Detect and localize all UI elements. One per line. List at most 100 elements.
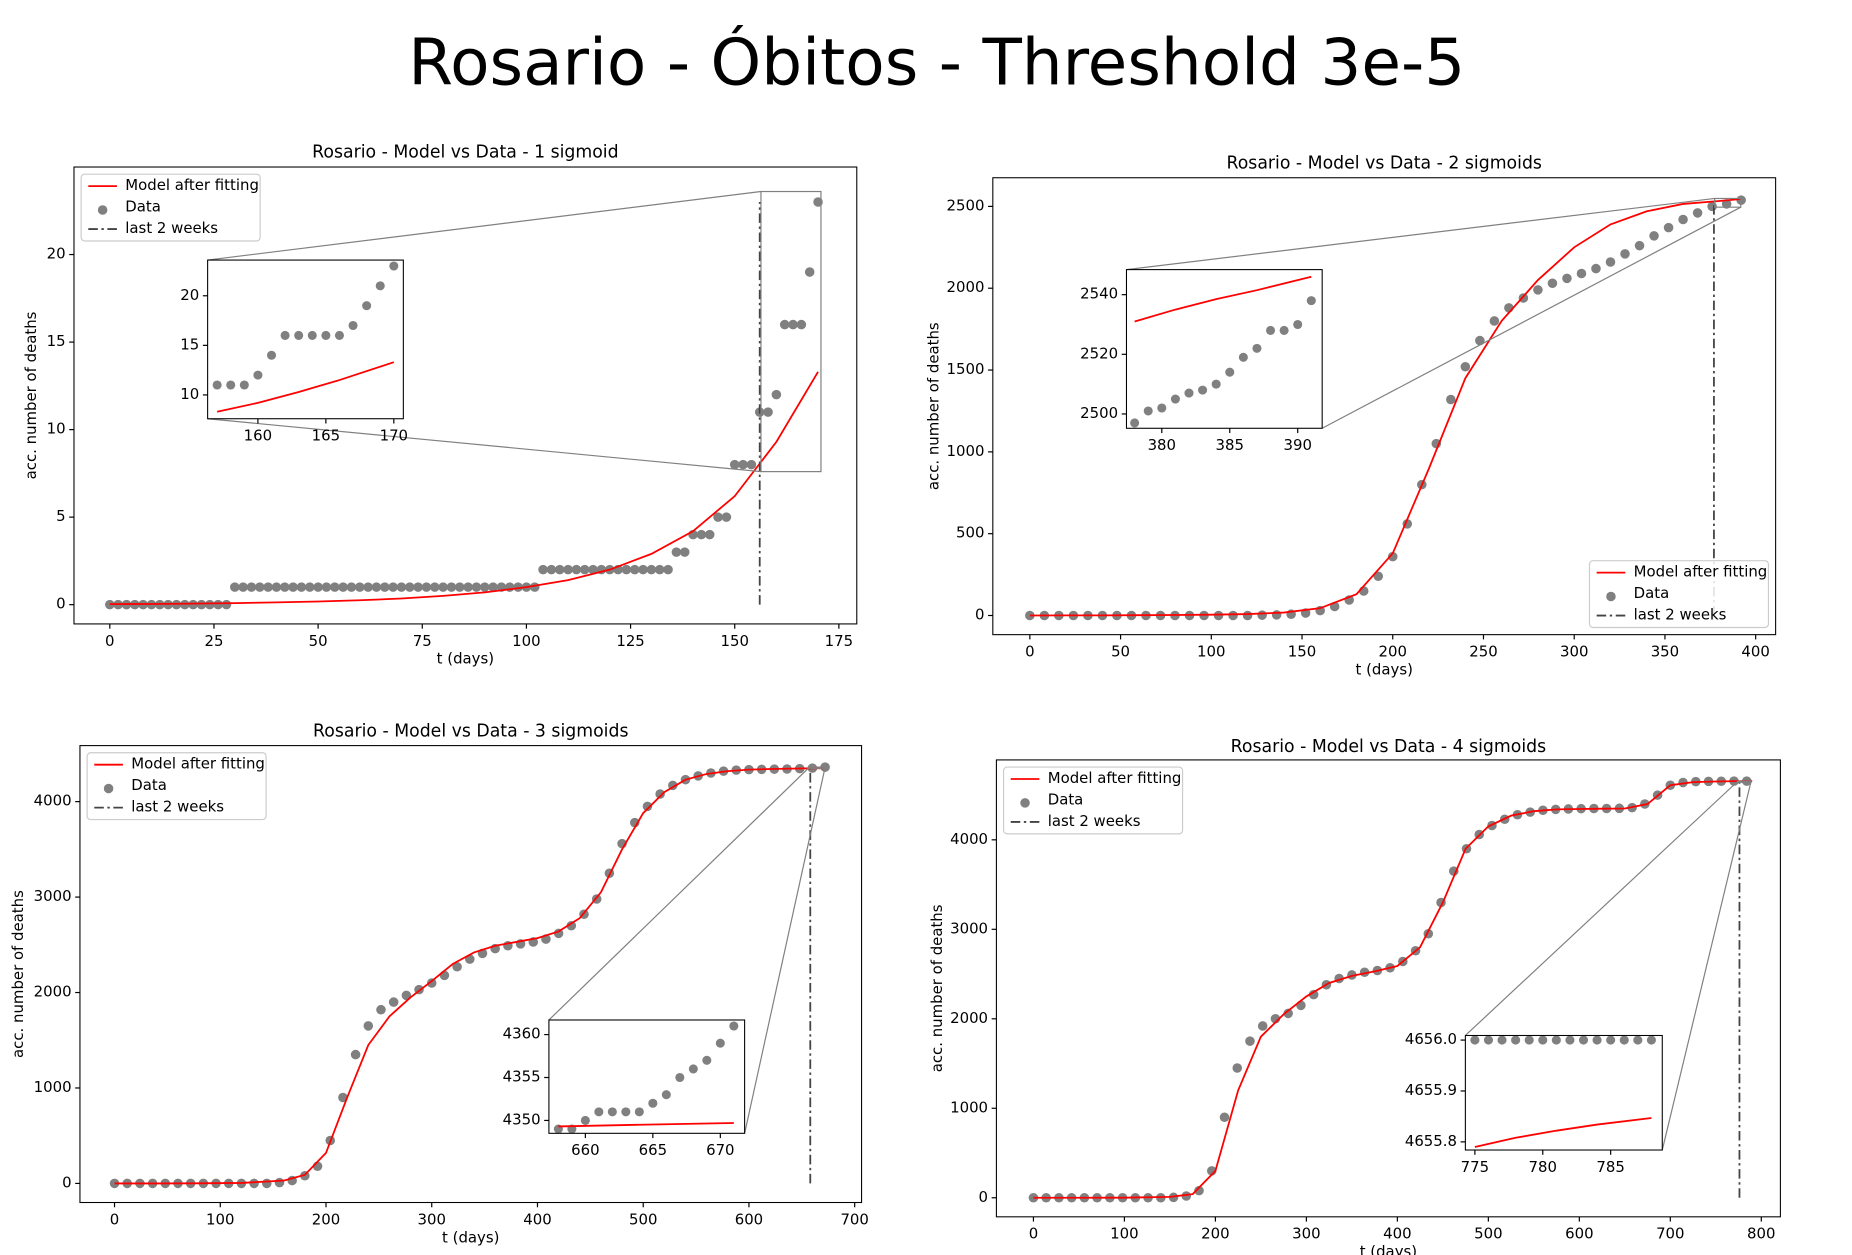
data-point bbox=[1238, 352, 1248, 362]
legend-label: Model after fitting bbox=[1048, 769, 1182, 787]
data-point bbox=[305, 582, 315, 592]
data-point bbox=[1620, 249, 1630, 259]
legend-label: Data bbox=[1048, 790, 1084, 808]
data-point bbox=[1279, 325, 1289, 335]
x-tick-label: 160 bbox=[244, 427, 272, 445]
data-point bbox=[396, 582, 407, 592]
data-point bbox=[513, 582, 523, 592]
data-point bbox=[1198, 385, 1208, 395]
model-line bbox=[216, 361, 395, 413]
x-tick-label: 125 bbox=[616, 632, 644, 650]
x-tick-label: 200 bbox=[1201, 1225, 1229, 1243]
data-point bbox=[1497, 1035, 1507, 1045]
data-point bbox=[1592, 1035, 1602, 1045]
axes-frame bbox=[73, 166, 858, 625]
data-point bbox=[1678, 214, 1688, 225]
data-point bbox=[271, 582, 282, 592]
data-point bbox=[439, 970, 450, 981]
inset-background bbox=[548, 1019, 745, 1134]
x-tick-label: 800 bbox=[1747, 1225, 1775, 1243]
data-point bbox=[588, 564, 598, 575]
data-point bbox=[771, 389, 782, 400]
zoom-region bbox=[1737, 780, 1752, 783]
data-point bbox=[1649, 231, 1659, 241]
y-tick-label: 15 bbox=[47, 332, 66, 350]
data-point bbox=[538, 564, 548, 575]
y-tick-label: 4655.8 bbox=[1405, 1132, 1457, 1150]
data-point bbox=[1565, 1035, 1575, 1045]
x-tick-label: 390 bbox=[1283, 436, 1311, 454]
data-point bbox=[362, 301, 372, 311]
data-point bbox=[1194, 1185, 1204, 1196]
y-tick-label: 5 bbox=[56, 507, 65, 525]
x-tick-label: 400 bbox=[1741, 643, 1769, 661]
x-tick-label: 385 bbox=[1216, 436, 1244, 454]
data-point bbox=[1633, 1035, 1643, 1045]
data-point bbox=[1634, 240, 1645, 251]
legend-swatch bbox=[103, 783, 114, 794]
y-axis-label: acc. number of deaths bbox=[9, 890, 27, 1058]
data-point bbox=[1387, 551, 1398, 562]
data-point bbox=[371, 582, 382, 592]
data-point bbox=[1460, 361, 1471, 372]
data-point bbox=[1143, 406, 1153, 416]
data-point bbox=[1228, 610, 1238, 621]
inset-frame bbox=[1125, 269, 1323, 429]
axes-frame bbox=[79, 745, 863, 1204]
x-tick-label: 660 bbox=[571, 1141, 599, 1159]
data-point bbox=[663, 564, 673, 575]
data-point bbox=[1130, 418, 1140, 428]
model-line bbox=[1033, 780, 1753, 1199]
data-point bbox=[579, 564, 590, 575]
data-point bbox=[1213, 610, 1224, 621]
legend-label: Model after fitting bbox=[125, 176, 259, 194]
data-point bbox=[580, 1115, 590, 1125]
data-point bbox=[621, 564, 632, 575]
zoom-connector bbox=[1661, 781, 1752, 1151]
data-point bbox=[249, 1178, 259, 1189]
x-tick-label: 700 bbox=[1656, 1225, 1684, 1243]
x-tick-label: 300 bbox=[1292, 1225, 1320, 1243]
data-point bbox=[713, 512, 723, 522]
data-point bbox=[563, 564, 573, 575]
data-point bbox=[721, 512, 732, 522]
y-tick-label: 500 bbox=[956, 524, 984, 542]
legend-label: Model after fitting bbox=[131, 755, 265, 773]
data-point bbox=[313, 582, 323, 592]
data-point bbox=[263, 582, 273, 592]
data-point bbox=[1533, 285, 1543, 295]
data-point bbox=[1606, 1035, 1616, 1045]
data-point bbox=[413, 582, 423, 592]
data-point bbox=[1489, 316, 1500, 326]
zoom-region bbox=[1714, 197, 1742, 208]
legend-box bbox=[1002, 766, 1184, 835]
data-point bbox=[646, 564, 657, 575]
inset-frame bbox=[1464, 1034, 1663, 1151]
x-tick-label: 775 bbox=[1461, 1158, 1489, 1176]
x-tick-label: 785 bbox=[1596, 1158, 1624, 1176]
data-point bbox=[1219, 1112, 1230, 1123]
data-point bbox=[330, 582, 340, 592]
legend-label: last 2 weeks bbox=[1048, 812, 1141, 830]
data-point bbox=[1257, 610, 1267, 620]
axes-title: Rosario - Model vs Data - 4 sigmoids bbox=[1231, 737, 1546, 757]
data-point bbox=[109, 1178, 120, 1189]
legend-label: last 2 weeks bbox=[131, 798, 224, 816]
legend-box bbox=[80, 173, 261, 242]
inset-frame bbox=[548, 1019, 746, 1134]
data-point bbox=[404, 582, 415, 592]
data-point bbox=[463, 582, 473, 592]
data-point bbox=[280, 330, 290, 340]
data-point bbox=[296, 582, 307, 592]
data-point bbox=[788, 319, 798, 330]
data-point bbox=[1576, 268, 1587, 279]
model-line bbox=[109, 371, 819, 606]
data-point bbox=[388, 582, 398, 592]
data-point bbox=[1663, 222, 1674, 233]
x-tick-label: 150 bbox=[1288, 643, 1316, 661]
data-point bbox=[796, 319, 807, 330]
x-tick-label: 250 bbox=[1469, 643, 1497, 661]
y-tick-label: 10 bbox=[180, 385, 199, 403]
zoom-connector bbox=[1464, 780, 1739, 1036]
